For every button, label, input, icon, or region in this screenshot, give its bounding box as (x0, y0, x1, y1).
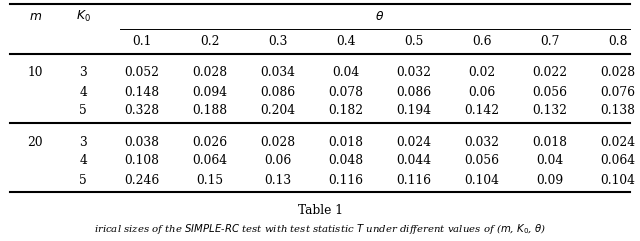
Text: 0.032: 0.032 (464, 135, 499, 148)
Text: 0.028: 0.028 (193, 67, 228, 80)
Text: 0.044: 0.044 (396, 154, 431, 167)
Text: 0.024: 0.024 (600, 135, 635, 148)
Text: 0.09: 0.09 (536, 174, 563, 187)
Text: 0.094: 0.094 (193, 86, 228, 99)
Text: 4: 4 (79, 154, 87, 167)
Text: 0.04: 0.04 (332, 67, 360, 80)
Text: 0.018: 0.018 (532, 135, 567, 148)
Text: 0.194: 0.194 (396, 105, 431, 118)
Text: 5: 5 (79, 174, 87, 187)
Text: 0.116: 0.116 (328, 174, 364, 187)
Text: 0.204: 0.204 (260, 105, 296, 118)
Text: 0.086: 0.086 (260, 86, 296, 99)
Text: 0.028: 0.028 (600, 67, 635, 80)
Text: 0.028: 0.028 (260, 135, 296, 148)
Text: 0.3: 0.3 (268, 34, 287, 47)
Text: 0.142: 0.142 (464, 105, 499, 118)
Text: 0.026: 0.026 (193, 135, 228, 148)
Text: $m$: $m$ (29, 9, 42, 22)
Text: $K_0$: $K_0$ (76, 8, 91, 24)
Text: Table 1: Table 1 (298, 205, 342, 217)
Text: 0.182: 0.182 (328, 105, 364, 118)
Text: 0.13: 0.13 (264, 174, 291, 187)
Text: 0.328: 0.328 (125, 105, 159, 118)
Text: 0.5: 0.5 (404, 34, 424, 47)
Text: 0.104: 0.104 (600, 174, 635, 187)
Text: 0.04: 0.04 (536, 154, 563, 167)
Text: 10: 10 (28, 67, 43, 80)
Text: 0.2: 0.2 (200, 34, 220, 47)
Text: 0.06: 0.06 (264, 154, 292, 167)
Text: 5: 5 (79, 105, 87, 118)
Text: 0.148: 0.148 (125, 86, 159, 99)
Text: 0.15: 0.15 (196, 174, 223, 187)
Text: 0.078: 0.078 (328, 86, 364, 99)
Text: 0.034: 0.034 (260, 67, 296, 80)
Text: 0.038: 0.038 (125, 135, 159, 148)
Text: 0.018: 0.018 (328, 135, 364, 148)
Text: 0.064: 0.064 (600, 154, 635, 167)
Text: 0.188: 0.188 (193, 105, 228, 118)
Text: 3: 3 (79, 135, 87, 148)
Text: 0.8: 0.8 (608, 34, 627, 47)
Text: 0.048: 0.048 (328, 154, 364, 167)
Text: 0.138: 0.138 (600, 105, 635, 118)
Text: 0.086: 0.086 (396, 86, 431, 99)
Text: 3: 3 (79, 67, 87, 80)
Text: 0.056: 0.056 (464, 154, 499, 167)
Text: 0.7: 0.7 (540, 34, 559, 47)
Text: 0.4: 0.4 (336, 34, 356, 47)
Text: 0.116: 0.116 (396, 174, 431, 187)
Text: 0.104: 0.104 (464, 174, 499, 187)
Text: 0.108: 0.108 (125, 154, 159, 167)
Text: 0.022: 0.022 (532, 67, 567, 80)
Text: 0.052: 0.052 (125, 67, 159, 80)
Text: 0.6: 0.6 (472, 34, 492, 47)
Text: 0.02: 0.02 (468, 67, 495, 80)
Text: 0.064: 0.064 (193, 154, 228, 167)
Text: 20: 20 (28, 135, 43, 148)
Text: 0.056: 0.056 (532, 86, 567, 99)
Text: 0.032: 0.032 (396, 67, 431, 80)
Text: 0.024: 0.024 (396, 135, 431, 148)
Text: $\theta$: $\theta$ (375, 9, 385, 22)
Text: 0.06: 0.06 (468, 86, 495, 99)
Text: 0.1: 0.1 (132, 34, 152, 47)
Text: 0.076: 0.076 (600, 86, 635, 99)
Text: 0.132: 0.132 (532, 105, 567, 118)
Text: 0.246: 0.246 (124, 174, 160, 187)
Text: 4: 4 (79, 86, 87, 99)
Text: irical sizes of the $\it{SIMPLE}$-$\it{RC}$ test with test statistic $T$ under d: irical sizes of the $\it{SIMPLE}$-$\it{R… (94, 222, 546, 236)
